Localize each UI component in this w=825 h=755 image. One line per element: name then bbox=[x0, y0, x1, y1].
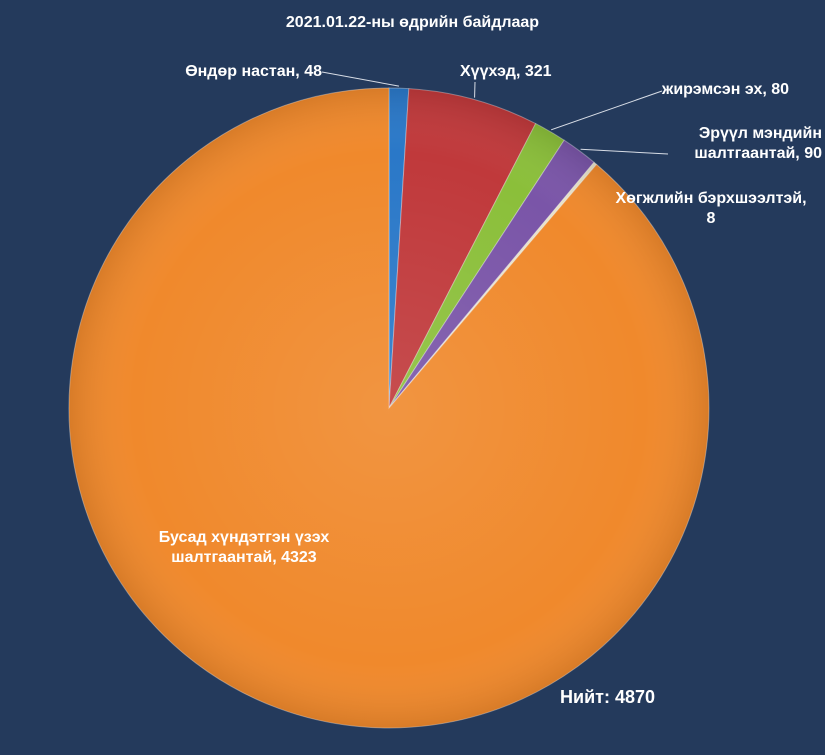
slices bbox=[68, 87, 710, 729]
data-label-other: Бусад хүндэтгэн үзэх шалтгаантай, 4323 bbox=[158, 529, 330, 566]
data-label-children: Хүүхэд, 321 bbox=[460, 63, 552, 80]
slice-other bbox=[68, 87, 710, 729]
chart-title: 2021.01.22-ны өдрийн байдлаар bbox=[285, 14, 540, 31]
leader-health bbox=[580, 148, 669, 155]
leader-elderly bbox=[321, 71, 400, 87]
data-label-elderly: Өндөр настан, 48 bbox=[185, 63, 322, 80]
data-label-pregnant: жирэмсэн эх, 80 bbox=[662, 81, 790, 98]
leader-pregnant bbox=[550, 90, 663, 131]
data-label-health: Эрүүл мэндийн шалтгаантай, 90 bbox=[694, 125, 822, 162]
total-label: Нийт: 4870 bbox=[560, 687, 655, 707]
data-label-disability: Хөгжлийн бэрхшээлтэй, 8 bbox=[615, 190, 807, 227]
leader-lines bbox=[321, 71, 669, 155]
